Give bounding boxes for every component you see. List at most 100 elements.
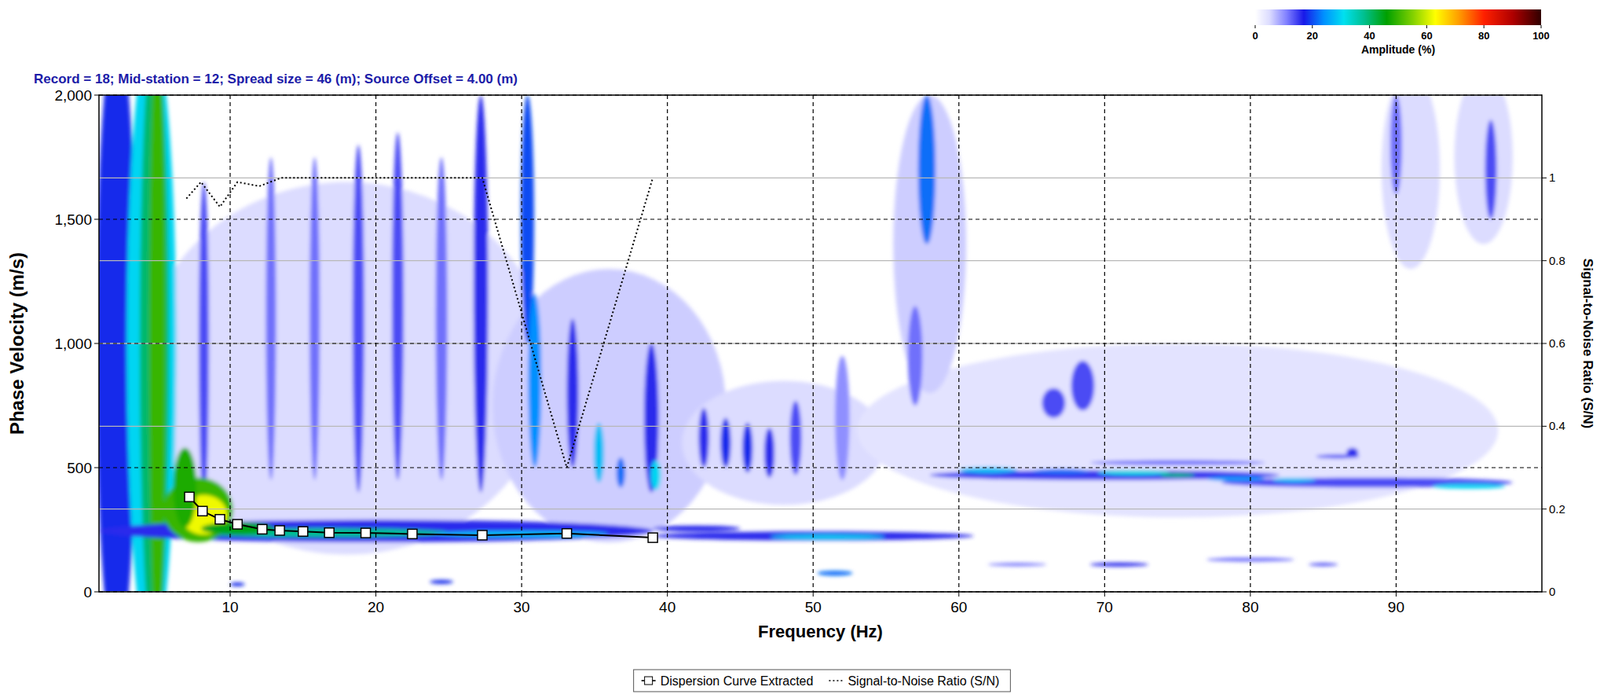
y2-grid-line xyxy=(98,508,1542,509)
y-grid-line xyxy=(98,342,1542,344)
series-marker xyxy=(562,528,572,539)
energy-cell xyxy=(650,460,661,491)
energy-cell xyxy=(1315,454,1360,458)
energy-cell xyxy=(142,182,552,555)
y2-axis-title: Signal-to-Noise Ratio (S/N) xyxy=(1580,258,1596,429)
energy-cell xyxy=(473,95,489,493)
x-tick-label: 80 xyxy=(1241,598,1259,616)
x-grid-line xyxy=(958,95,960,592)
energy-cell xyxy=(681,380,887,505)
y2-tick xyxy=(1541,508,1547,509)
energy-cell xyxy=(1381,95,1440,269)
x-tick-label: 50 xyxy=(805,598,822,616)
series-marker xyxy=(324,527,334,538)
x-tick-label: 70 xyxy=(1096,598,1114,616)
y-tick-label: 500 xyxy=(66,459,92,476)
y-tick xyxy=(94,343,99,345)
y-tick xyxy=(94,219,99,220)
series-marker xyxy=(407,528,418,539)
energy-cell xyxy=(391,131,404,480)
y2-tick-label: 0.2 xyxy=(1548,501,1566,516)
energy-cell xyxy=(1071,360,1095,411)
energy-cell xyxy=(1206,475,1265,481)
colorbar-tick-label: 20 xyxy=(1307,29,1319,42)
y2-grid-line xyxy=(98,259,1542,261)
energy-cell xyxy=(527,293,542,468)
colorbar-tick-label: 40 xyxy=(1363,29,1375,42)
background xyxy=(0,0,1600,694)
energy-cell xyxy=(429,579,454,584)
x-tick xyxy=(1104,591,1106,597)
colorbar-tick-label: 60 xyxy=(1420,29,1432,42)
energy-cell xyxy=(1432,483,1506,489)
x-tick-label: 10 xyxy=(221,598,238,616)
series-marker xyxy=(648,532,658,542)
energy-cell xyxy=(720,417,731,468)
energy-cell xyxy=(1090,460,1266,465)
energy-cell xyxy=(352,144,365,492)
colorbar-tick xyxy=(1255,25,1256,29)
legend-box xyxy=(633,669,1011,692)
series-marker xyxy=(257,523,268,534)
energy-cell xyxy=(1454,95,1513,245)
colorbar-tick xyxy=(1541,25,1542,29)
energy-cell xyxy=(435,157,448,480)
y2-tick xyxy=(1541,259,1547,261)
colorbar-tick-label: 80 xyxy=(1478,29,1490,42)
plot-area xyxy=(98,95,1542,592)
energy-cell xyxy=(959,466,1018,473)
energy-cell xyxy=(817,570,854,575)
colorbar-tick-label: 100 xyxy=(1532,29,1550,42)
energy-cell xyxy=(1032,468,1091,474)
legend-label: Dispersion Curve Extracted xyxy=(660,673,814,688)
chart: Record = 18; Mid-station = 12; Spread si… xyxy=(0,0,1600,694)
y2-tick-label: 0 xyxy=(1548,584,1556,598)
series-line xyxy=(189,496,653,538)
energy-cell xyxy=(699,407,710,468)
energy-cell xyxy=(893,95,967,393)
grid xyxy=(98,95,1542,592)
legend-marker xyxy=(644,676,653,685)
energy-cell xyxy=(769,534,887,539)
colorbar-tick xyxy=(1483,25,1485,29)
energy-cell xyxy=(593,422,605,483)
energy-cell xyxy=(616,457,626,487)
y2-tick xyxy=(1541,591,1547,593)
energy-cell xyxy=(1160,472,1196,477)
legend-swatch xyxy=(828,680,843,682)
y-tick xyxy=(94,591,99,593)
legend-swatch xyxy=(641,676,656,685)
y2-grid-line xyxy=(98,342,1542,344)
y2-tick-label: 0.6 xyxy=(1548,336,1566,350)
series-marker xyxy=(274,525,285,535)
y2-tick-label: 0.8 xyxy=(1548,253,1566,268)
axes: 10203040506070809005001,0001,5002,00000.… xyxy=(6,87,1596,641)
y-grid-line xyxy=(98,218,1542,220)
y2-tick-label: 0.4 xyxy=(1548,418,1566,433)
series xyxy=(184,177,658,542)
energy-cell xyxy=(1485,120,1498,220)
colorbar-tick xyxy=(1426,25,1428,29)
y2-tick xyxy=(1541,425,1547,427)
energy-cell xyxy=(764,427,775,477)
x-tick xyxy=(521,591,523,597)
x-tick xyxy=(1395,591,1397,597)
energy-cell xyxy=(1308,562,1338,566)
plot-frame xyxy=(98,95,1542,592)
energy-cell xyxy=(742,422,753,473)
series-marker xyxy=(477,530,487,540)
x-tick-label: 30 xyxy=(513,598,531,616)
colorbar xyxy=(1255,9,1542,26)
energy-cell xyxy=(856,343,1498,517)
x-tick-label: 60 xyxy=(950,598,967,616)
series-line xyxy=(186,177,653,468)
title: Record = 18; Mid-station = 12; Spread si… xyxy=(33,71,518,87)
series-marker xyxy=(184,491,195,502)
energy-cell xyxy=(309,157,320,480)
x-tick xyxy=(958,591,960,597)
series-marker xyxy=(232,519,242,529)
legend-label: Signal-to-Noise Ratio (S/N) xyxy=(847,673,1000,688)
y-tick xyxy=(94,467,99,469)
energy-cell xyxy=(652,525,740,532)
x-tick-label: 20 xyxy=(367,598,385,616)
